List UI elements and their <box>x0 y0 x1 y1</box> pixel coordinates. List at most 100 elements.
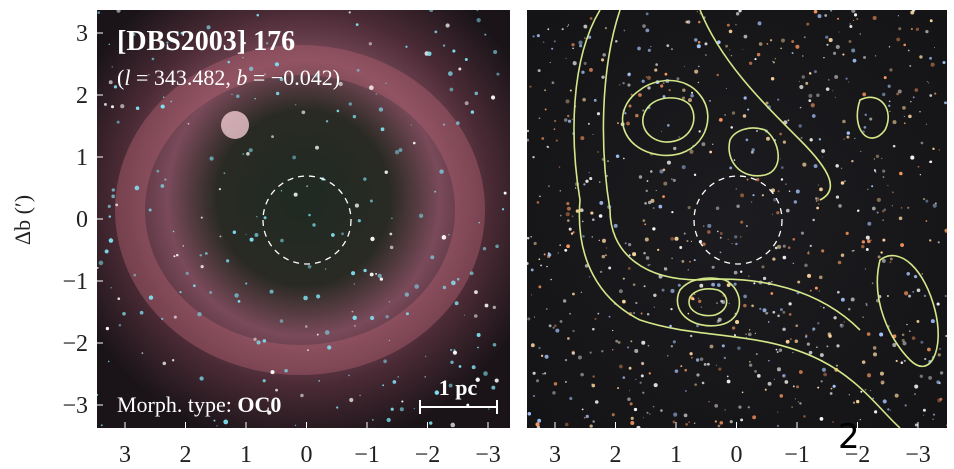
star <box>886 295 889 297</box>
cluster-circle <box>693 175 783 265</box>
star <box>762 276 767 281</box>
star <box>589 424 593 428</box>
star <box>925 123 928 125</box>
coord-part: b <box>236 65 247 90</box>
star <box>690 240 693 242</box>
star <box>544 89 547 92</box>
star <box>674 369 679 373</box>
star <box>880 380 885 385</box>
star <box>105 326 110 331</box>
star <box>765 101 769 105</box>
star <box>828 37 833 43</box>
star <box>441 235 447 240</box>
star <box>284 368 288 373</box>
star <box>743 34 748 39</box>
star <box>932 418 934 420</box>
star <box>564 358 568 362</box>
star <box>901 338 905 343</box>
star <box>929 56 932 60</box>
star <box>874 55 877 57</box>
star <box>227 130 229 132</box>
star <box>383 359 387 364</box>
star <box>134 185 140 191</box>
star <box>398 148 403 152</box>
star <box>572 231 575 234</box>
star <box>635 301 638 305</box>
star <box>571 351 575 355</box>
star <box>649 170 653 173</box>
star <box>842 119 846 124</box>
star <box>860 150 862 152</box>
y-tick-label: 2 <box>76 83 88 109</box>
star <box>816 93 820 97</box>
star <box>671 211 674 214</box>
star <box>903 359 906 362</box>
star <box>553 324 557 328</box>
star <box>812 218 815 222</box>
star <box>536 379 540 383</box>
x-tick-label: 2 <box>180 442 192 468</box>
star <box>370 236 375 242</box>
star <box>820 380 823 383</box>
star <box>635 113 639 118</box>
star <box>805 81 809 85</box>
star <box>551 47 554 50</box>
star <box>623 157 625 160</box>
star <box>778 348 783 353</box>
star <box>583 416 586 419</box>
star <box>673 412 678 417</box>
star <box>852 58 857 63</box>
star <box>804 335 808 339</box>
star <box>492 305 497 310</box>
star <box>865 248 869 251</box>
star <box>148 295 154 300</box>
star <box>316 333 319 336</box>
star <box>654 68 658 72</box>
star <box>719 118 723 122</box>
star <box>887 408 890 411</box>
star <box>544 108 547 111</box>
star <box>600 58 605 62</box>
star <box>535 422 540 427</box>
star <box>916 320 920 323</box>
star <box>117 297 121 301</box>
star <box>817 386 820 389</box>
star <box>851 10 856 13</box>
star <box>809 289 812 292</box>
star <box>803 415 806 418</box>
star <box>716 319 720 323</box>
coord-part: l <box>124 65 130 90</box>
star <box>729 420 733 424</box>
star <box>861 240 866 244</box>
star <box>772 310 776 314</box>
star <box>835 195 840 199</box>
star <box>749 360 751 363</box>
star <box>810 103 815 108</box>
star <box>173 255 176 258</box>
star <box>889 110 891 113</box>
star <box>794 398 796 400</box>
star <box>843 138 845 140</box>
star <box>566 25 569 28</box>
star <box>601 75 605 79</box>
star <box>699 357 704 361</box>
star <box>745 333 747 335</box>
star <box>624 242 627 245</box>
star <box>97 11 101 14</box>
star <box>593 98 597 102</box>
star <box>888 46 891 48</box>
star <box>832 90 834 92</box>
star <box>770 292 774 295</box>
star <box>919 55 923 59</box>
star <box>751 201 753 203</box>
star <box>548 324 552 328</box>
star <box>161 317 164 321</box>
star <box>555 328 560 333</box>
star <box>107 204 111 208</box>
star <box>527 236 530 240</box>
star <box>932 203 937 208</box>
star <box>914 88 919 92</box>
star <box>294 104 297 106</box>
star <box>170 100 172 103</box>
star <box>454 301 459 306</box>
